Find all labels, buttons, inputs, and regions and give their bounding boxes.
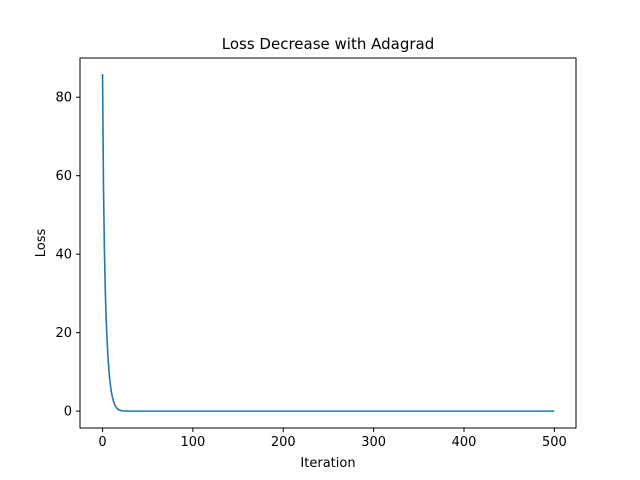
y-tick-label: 20: [55, 326, 72, 341]
x-tick-label: 200: [271, 435, 296, 450]
y-axis-label: Loss: [34, 229, 49, 258]
x-tick-label: 300: [361, 435, 386, 450]
series-group: [101, 74, 555, 412]
chart-title: Loss Decrease with Adagrad: [222, 35, 434, 53]
axes-frame: [79, 57, 577, 429]
y-tick-label: 0: [64, 405, 72, 420]
y-tick-label: 80: [55, 91, 72, 106]
y-tick-label: 60: [55, 169, 72, 184]
x-tick-label: 0: [98, 435, 106, 450]
x-axis-label: Iteration: [300, 456, 355, 471]
series-line-0: [101, 74, 555, 412]
x-axis-ticks: 0 100 200 300 400 500: [98, 428, 567, 450]
plot-area: 0 100 200 300 400 500 0 20 40 60 80: [55, 57, 577, 450]
y-tick-label: 40: [55, 248, 72, 263]
y-axis-ticks: 0 20 40 60 80: [55, 91, 80, 420]
x-tick-label: 500: [542, 435, 567, 450]
x-tick-label: 400: [452, 435, 477, 450]
x-tick-label: 100: [180, 435, 205, 450]
